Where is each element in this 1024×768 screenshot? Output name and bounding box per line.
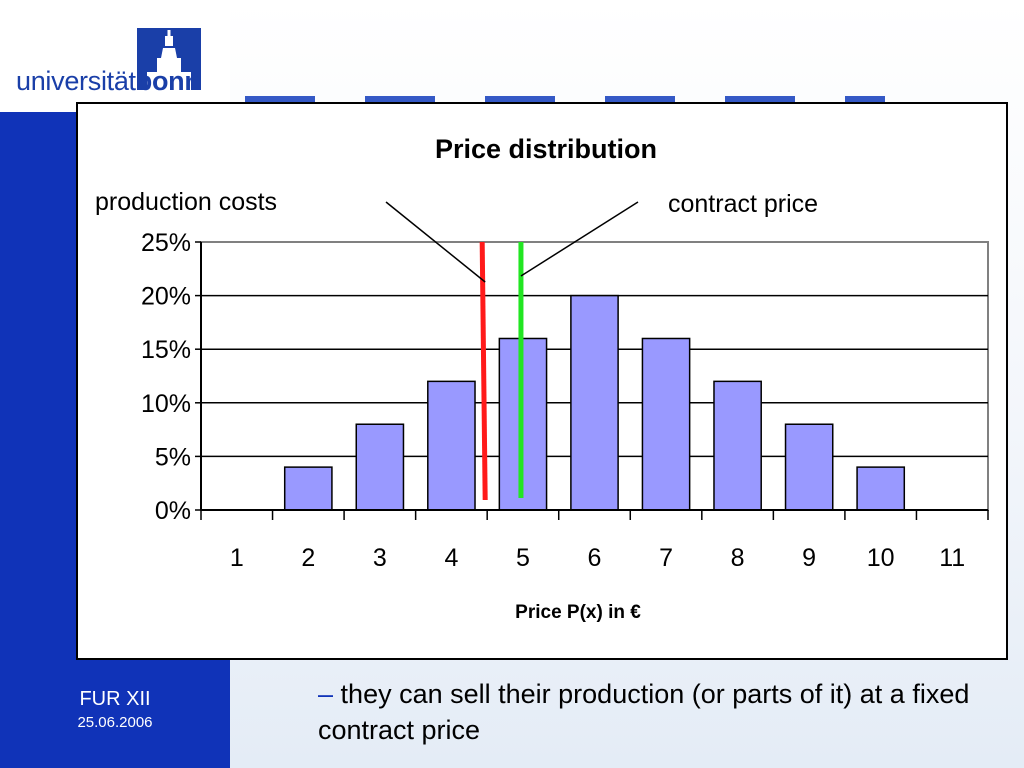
conference-date: 25.06.2006: [77, 714, 153, 731]
bullet-text: – they can sell their production (or par…: [318, 676, 1008, 748]
production-cost-line: [479, 241, 488, 501]
bullet-dash: –: [318, 679, 334, 709]
x-tick-label: 9: [802, 544, 816, 572]
y-tick-label: 10%: [141, 390, 191, 418]
bar: [570, 294, 619, 511]
x-tick-label: 7: [659, 544, 673, 572]
x-tick-label: 6: [588, 544, 602, 572]
y-tick-label: 5%: [155, 443, 191, 471]
y-tick-label: 0%: [155, 497, 191, 525]
conference-label: FUR XII: [79, 688, 151, 710]
contract-price-leader: [520, 201, 639, 277]
x-tick-label: 3: [373, 544, 387, 572]
x-tick-label: 4: [444, 544, 458, 572]
x-tick-label: 11: [939, 544, 965, 572]
bar: [355, 423, 405, 511]
bar: [427, 380, 476, 511]
y-tick-label: 20%: [141, 283, 191, 311]
bullet-body: they can sell their production (or parts…: [318, 679, 970, 745]
bar: [784, 423, 834, 511]
y-tick-label: 15%: [141, 336, 191, 364]
chart-title: Price distribution: [435, 134, 657, 164]
x-tick-label: 5: [516, 544, 530, 572]
bar: [856, 466, 906, 511]
x-tick-label: 2: [301, 544, 315, 572]
production-cost-leader: [385, 201, 486, 283]
logo-wordmark: universitätbonn: [16, 66, 201, 96]
chart-frame: 0% 5% 10% 15% 20% 25% 1 2 3 4 5 6 7 8 9 10 11 Price distr…: [76, 102, 1008, 660]
bar: [713, 380, 762, 511]
x-tick-label: 8: [731, 544, 745, 572]
contract-price-label: contract price: [668, 190, 818, 218]
x-tick-label: 10: [867, 544, 895, 572]
price-distribution-chart: 0% 5% 10% 15% 20% 25% 1 2 3 4 5 6 7 8 9 10 11 Price distr…: [95, 134, 989, 623]
university-logo: universitätbonn: [0, 0, 230, 112]
y-tick-label: 25%: [141, 229, 191, 257]
x-tick-label: 1: [230, 544, 244, 572]
sidebar-footer: FUR XII 25.06.2006: [0, 688, 230, 731]
building-icon: [137, 28, 201, 90]
x-axis-label: Price P(x) in €: [515, 602, 641, 623]
bar: [283, 466, 333, 511]
bar: [641, 337, 691, 511]
production-cost-label: production costs: [95, 188, 277, 216]
